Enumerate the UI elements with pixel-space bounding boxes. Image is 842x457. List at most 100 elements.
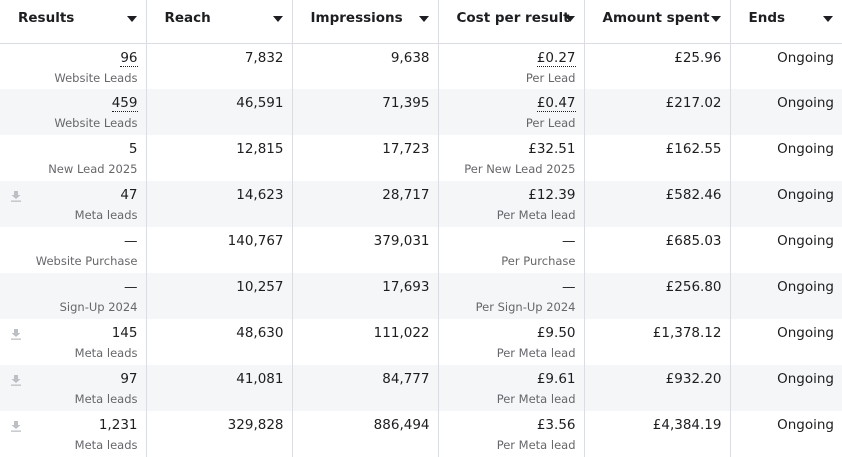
results-value: — [8, 233, 138, 250]
reach-cell: 7,832 [146, 43, 293, 89]
cost-number: £9.61 [536, 371, 576, 387]
table-row[interactable]: 145 Meta leads 48,630 111,022 £9.50 Per Meta … [0, 319, 842, 365]
table-row[interactable]: — Website Purchase 140,767 379,031 — Per Purc… [0, 227, 842, 273]
amount-spent-cell: £932.20 [584, 365, 731, 411]
results-value: — [8, 279, 138, 296]
results-value: 5 [8, 141, 138, 158]
cost-type: Per Meta lead [496, 438, 576, 452]
download-icon[interactable] [10, 190, 22, 202]
reach-cell: 12,815 [146, 135, 293, 181]
cost-value: £0.47 [447, 95, 576, 112]
column-header-ends[interactable]: Ends [730, 0, 842, 44]
impressions-cell: 111,022 [292, 319, 439, 365]
sort-caret-icon[interactable] [710, 16, 721, 22]
cost-value: — [447, 233, 576, 250]
ends-cell: Ongoing [730, 181, 842, 227]
reach-value: 46,591 [236, 95, 284, 111]
results-value: 47 [8, 187, 137, 204]
cost-number: £12.39 [528, 187, 576, 203]
download-icon[interactable] [10, 328, 22, 340]
ends-cell: Ongoing [730, 365, 842, 411]
amount-spent-value: £25.96 [674, 49, 722, 66]
impressions-value: 379,031 [373, 233, 430, 249]
amount-spent-value: £1,378.12 [652, 325, 722, 341]
cost-cell: — Per Sign-Up 2024 [438, 273, 585, 319]
ends-value: Ongoing [777, 417, 834, 433]
cost-cell: £32.51 Per New Lead 2025 [438, 135, 585, 181]
column-header-results[interactable]: Results [0, 0, 147, 44]
result-type: Website Leads [54, 116, 138, 130]
reach-cell: 48,630 [146, 319, 293, 365]
reach-value: 10,257 [236, 279, 284, 295]
results-number: 145 [111, 325, 138, 341]
table-row[interactable]: 459 Website Leads 46,591 71,395 £0.47 Per Lea… [0, 89, 842, 135]
results-value: 97 [8, 371, 137, 388]
column-header-impressions[interactable]: Impressions [292, 0, 439, 44]
column-label: Ends [748, 10, 786, 27]
results-cell: 5 New Lead 2025 [0, 135, 147, 181]
reach-value: 48,630 [236, 325, 284, 341]
impressions-cell: 84,777 [292, 365, 439, 411]
cost-type: Per Meta lead [496, 392, 576, 406]
reach-value: 41,081 [236, 371, 284, 387]
ends-value: Ongoing [777, 279, 834, 295]
reach-cell: 41,081 [146, 365, 293, 411]
download-icon[interactable] [10, 420, 22, 432]
table-row[interactable]: 1,231 Meta leads 329,828 886,494 £3.56 Per Me… [0, 411, 842, 457]
table-row[interactable]: 47 Meta leads 14,623 28,717 £12.39 Per Meta l… [0, 181, 842, 227]
result-type: Meta leads [74, 438, 138, 452]
sort-caret-icon[interactable] [272, 16, 283, 22]
sort-caret-icon[interactable] [126, 16, 137, 22]
ends-value: Ongoing [777, 49, 834, 66]
sort-caret-icon[interactable] [418, 16, 429, 22]
reach-value: 7,832 [244, 49, 284, 66]
cost-type: Per New Lead 2025 [464, 162, 576, 176]
amount-spent-value: £932.20 [665, 371, 722, 387]
cost-type: Per Meta lead [496, 208, 576, 222]
cost-cell: £12.39 Per Meta lead [438, 181, 585, 227]
cost-number: — [562, 279, 576, 295]
result-type: Website Leads [54, 70, 138, 85]
impressions-cell: 9,638 [292, 43, 439, 89]
column-header-cost-per-result[interactable]: Cost per result [438, 0, 585, 44]
results-cell: — Website Purchase [0, 227, 147, 273]
amount-spent-value: £217.02 [665, 95, 722, 111]
table-row[interactable]: 5 New Lead 2025 12,815 17,723 £32.51 Per New … [0, 135, 842, 181]
amount-spent-cell: £685.03 [584, 227, 731, 273]
table-row[interactable]: 97 Meta leads 41,081 84,777 £9.61 Per Meta le… [0, 365, 842, 411]
impressions-cell: 28,717 [292, 181, 439, 227]
column-label: Results [18, 10, 75, 27]
column-label: Amount spent [602, 10, 710, 27]
cost-number: £9.50 [536, 325, 576, 341]
results-cell: 97 Meta leads [0, 365, 147, 411]
ends-value: Ongoing [777, 325, 834, 341]
results-value: 145 [8, 325, 138, 342]
column-label: Reach [164, 10, 211, 27]
impressions-value: 84,777 [382, 371, 430, 387]
cost-type: Per Sign-Up 2024 [475, 300, 576, 314]
sort-caret-icon[interactable] [564, 16, 575, 22]
cost-value: £9.50 [447, 325, 576, 342]
cost-value: — [447, 279, 576, 296]
column-header-reach[interactable]: Reach [146, 0, 293, 44]
sort-caret-icon[interactable] [823, 16, 833, 22]
cost-cell: £9.50 Per Meta lead [438, 319, 585, 365]
results-cell: 145 Meta leads [0, 319, 147, 365]
table-row[interactable]: — Sign-Up 2024 10,257 17,693 — Per Sign-Up 20… [0, 273, 842, 319]
cost-number: £0.47 [536, 95, 576, 112]
results-value: 96 [8, 49, 138, 67]
cost-cell: £0.47 Per Lead [438, 89, 585, 135]
cost-number: £3.56 [536, 417, 576, 433]
download-icon[interactable] [10, 374, 22, 386]
impressions-value: 17,693 [382, 279, 430, 295]
amount-spent-cell: £582.46 [584, 181, 731, 227]
cost-value: £3.56 [447, 417, 576, 434]
result-type: New Lead 2025 [48, 162, 138, 176]
amount-spent-cell: £25.96 [584, 43, 731, 89]
ends-value: Ongoing [777, 95, 834, 111]
column-header-amount-spent[interactable]: Amount spent [584, 0, 731, 44]
cost-value: £32.51 [447, 141, 575, 158]
table-row[interactable]: 96 Website Leads 7,832 9,638 £0.27 Per Lead £2… [0, 43, 842, 89]
results-cell: 1,231 Meta leads [0, 411, 147, 457]
results-cell: — Sign-Up 2024 [0, 273, 147, 319]
